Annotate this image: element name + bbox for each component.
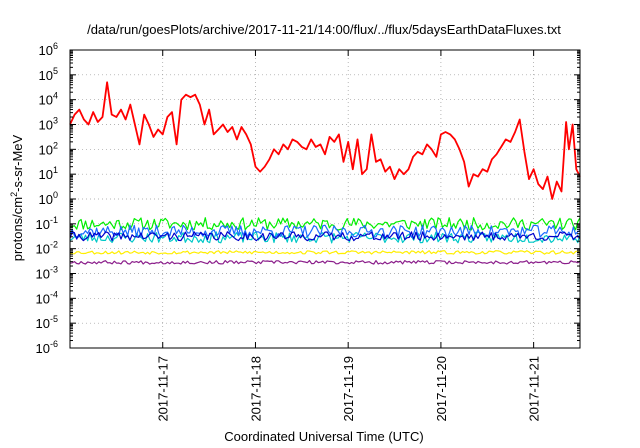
y-tick-label: 10-5 bbox=[36, 314, 58, 331]
y-tick-label: 103 bbox=[39, 116, 58, 133]
x-tick-label: 2017-11-18 bbox=[248, 356, 263, 422]
x-axis-label: Coordinated Universal Time (UTC) bbox=[224, 429, 423, 444]
x-tick-label: 2017-11-20 bbox=[434, 356, 449, 422]
y-tick-labels: 10-6 10-5 10-4 10-3 10-2 10-1 100 101 102 103 104 1… bbox=[36, 41, 58, 356]
x-tick-label: 2017-11-21 bbox=[527, 356, 542, 422]
series-line bbox=[69, 260, 581, 265]
y-tick-label: 106 bbox=[39, 41, 58, 58]
y-tick-label: 10-2 bbox=[36, 240, 58, 257]
y-axis-label: protons/cm2-s-sr-MeV bbox=[9, 134, 25, 261]
y-tick-label: 102 bbox=[39, 140, 58, 157]
chart-title: /data/run/goesPlots/archive/2017-11-21/1… bbox=[87, 22, 561, 37]
series-line bbox=[69, 81, 581, 200]
series-group bbox=[69, 81, 581, 265]
y-tick-label: 105 bbox=[39, 66, 58, 83]
y-tick-label: 100 bbox=[39, 190, 58, 207]
x-tick-label: 2017-11-19 bbox=[341, 356, 356, 422]
y-axis-label-sup: 2 bbox=[9, 192, 19, 197]
y-axis-label-base: protons/cm bbox=[10, 197, 25, 261]
y-tick-label: 104 bbox=[39, 91, 58, 108]
series-line bbox=[69, 217, 581, 231]
y-tick-label: 10-4 bbox=[36, 289, 58, 306]
y-tick-label: 10-1 bbox=[36, 215, 58, 232]
grid-lines bbox=[70, 50, 580, 348]
y-tick-label: 10-6 bbox=[36, 339, 58, 356]
series-line bbox=[69, 231, 581, 242]
y-tick-label: 101 bbox=[39, 165, 58, 182]
series-line bbox=[69, 224, 581, 239]
y-tick-label: 10-3 bbox=[36, 265, 58, 282]
series-line bbox=[69, 250, 581, 255]
x-tick-labels: 2017-11-17 2017-11-18 2017-11-19 2017-11-20… bbox=[156, 356, 542, 422]
x-tick-label: 2017-11-17 bbox=[156, 356, 171, 422]
y-axis-label-rest: -s-sr-MeV bbox=[10, 134, 25, 191]
axis-ticks bbox=[70, 49, 580, 349]
